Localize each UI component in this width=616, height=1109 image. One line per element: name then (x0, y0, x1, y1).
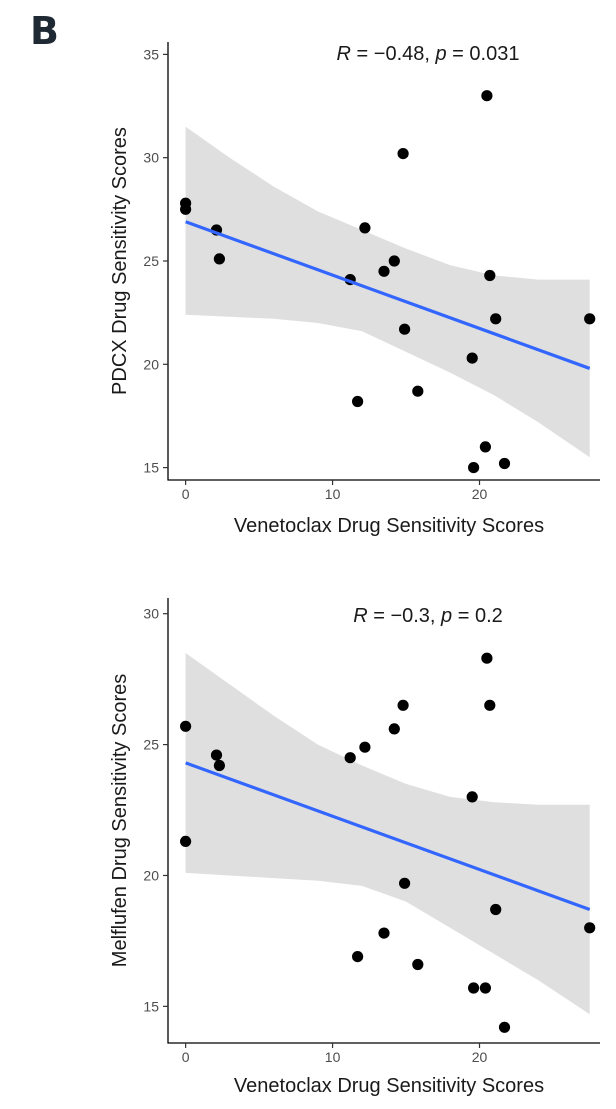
data-point-1 (180, 720, 192, 732)
data-point-7 (388, 723, 400, 735)
data-point-18 (490, 903, 502, 916)
data-point-9 (399, 877, 411, 889)
data-point-9 (397, 148, 409, 160)
data-point-12 (412, 958, 424, 971)
data-point-2 (180, 203, 192, 215)
x-tick-label: 20 (472, 1049, 488, 1065)
correlation-annotation: R = −0.3, p = 0.2 (353, 605, 503, 627)
y-tick-label: 15 (143, 998, 159, 1014)
y-tick-label: 30 (143, 150, 159, 166)
data-point-20 (584, 313, 596, 325)
confidence-band (185, 126, 590, 458)
data-point-2 (180, 835, 192, 848)
y-tick-label: 15 (143, 460, 159, 476)
data-point-15 (479, 441, 491, 453)
x-axis-title: Venetoclax Drug Sensitivity Scores (234, 515, 544, 537)
y-tick-label: 30 (143, 606, 159, 622)
data-point-18 (490, 313, 502, 325)
data-point-7 (378, 265, 390, 277)
data-point-17 (484, 269, 496, 282)
data-point-13 (466, 352, 478, 364)
data-point-16 (481, 90, 493, 102)
data-point-20 (584, 922, 596, 934)
data-point-14 (468, 462, 480, 474)
data-point-11 (378, 927, 390, 939)
regression-line (185, 761, 591, 912)
y-axis-title: PDCX Drug Sensitivity Scores (109, 127, 131, 395)
y-tick-label: 20 (143, 867, 159, 883)
data-point-14 (468, 982, 480, 994)
data-point-17 (484, 699, 496, 711)
data-point-10 (399, 323, 411, 335)
y-axis-title: Melflufen Drug Sensitivity Scores (109, 674, 131, 967)
data-point-12 (412, 385, 424, 397)
data-point-16 (481, 652, 493, 664)
panel-label: B (30, 9, 59, 53)
data-point-4 (213, 759, 225, 772)
confidence-band (185, 653, 590, 1015)
data-point-6 (359, 741, 371, 753)
regression-line (185, 220, 591, 370)
correlation-annotation: R = −0.48, p = 0.031 (337, 43, 520, 65)
data-point-3 (210, 749, 223, 761)
y-tick-label: 20 (143, 356, 159, 372)
x-tick-label: 0 (182, 486, 190, 502)
data-point-15 (479, 982, 491, 994)
data-point-8 (397, 699, 409, 711)
x-tick-label: 20 (472, 486, 488, 502)
data-point-5 (344, 752, 356, 764)
data-point-13 (466, 791, 478, 803)
y-tick-label: 25 (143, 253, 159, 269)
x-tick-label: 0 (182, 1049, 190, 1065)
data-point-4 (213, 253, 225, 265)
data-point-19 (498, 457, 511, 470)
x-tick-label: 10 (325, 1049, 341, 1065)
data-point-19 (498, 1021, 511, 1033)
x-axis-title: Venetoclax Drug Sensitivity Scores (234, 1075, 544, 1097)
y-tick-label: 35 (143, 46, 159, 62)
data-point-11 (352, 395, 364, 408)
data-point-10 (352, 951, 364, 963)
x-tick-label: 10 (325, 486, 341, 502)
y-tick-label: 25 (143, 737, 159, 753)
data-point-8 (388, 255, 400, 267)
scatter-plot-melflufen: 0 10 20 15 20 25 30 Venetoclax Drug Sensitivity… (109, 598, 600, 1097)
scatter-plot-pdcx: 0 10 20 15 20 25 30 35 Venetoclax Drug Sensitivi… (109, 42, 600, 537)
data-point-6 (359, 222, 371, 234)
